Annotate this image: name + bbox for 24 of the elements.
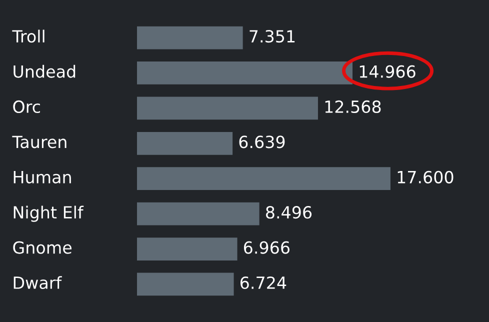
data-label: 6.639 — [239, 136, 285, 148]
data-label: 12.568 — [325, 100, 381, 114]
bar — [136, 62, 353, 84]
y-tick-label: Tauren — [12, 136, 66, 148]
y-tick-label: Human — [14, 171, 71, 184]
y-tick-label: Undead — [14, 64, 76, 78]
data-label: 7.351 — [250, 30, 295, 43]
data-label: 17.600 — [398, 170, 454, 184]
bar — [136, 167, 390, 190]
y-tick-label: Gnome — [13, 241, 72, 254]
bar — [136, 132, 233, 155]
data-label: 8.496 — [266, 206, 312, 219]
bar — [136, 96, 318, 120]
bar — [136, 26, 243, 50]
data-label: 14.966 — [360, 65, 416, 78]
data-label: 6.724 — [240, 276, 286, 290]
y-tick-label: Night Elf — [14, 206, 84, 222]
y-tick-label: Orc — [13, 100, 40, 114]
bar — [136, 238, 238, 260]
data-label: 6.966 — [244, 241, 290, 254]
bar — [136, 202, 260, 226]
bar — [136, 272, 234, 296]
y-tick-label: Dwarf — [14, 276, 62, 290]
y-tick-label: Troll — [12, 30, 44, 43]
